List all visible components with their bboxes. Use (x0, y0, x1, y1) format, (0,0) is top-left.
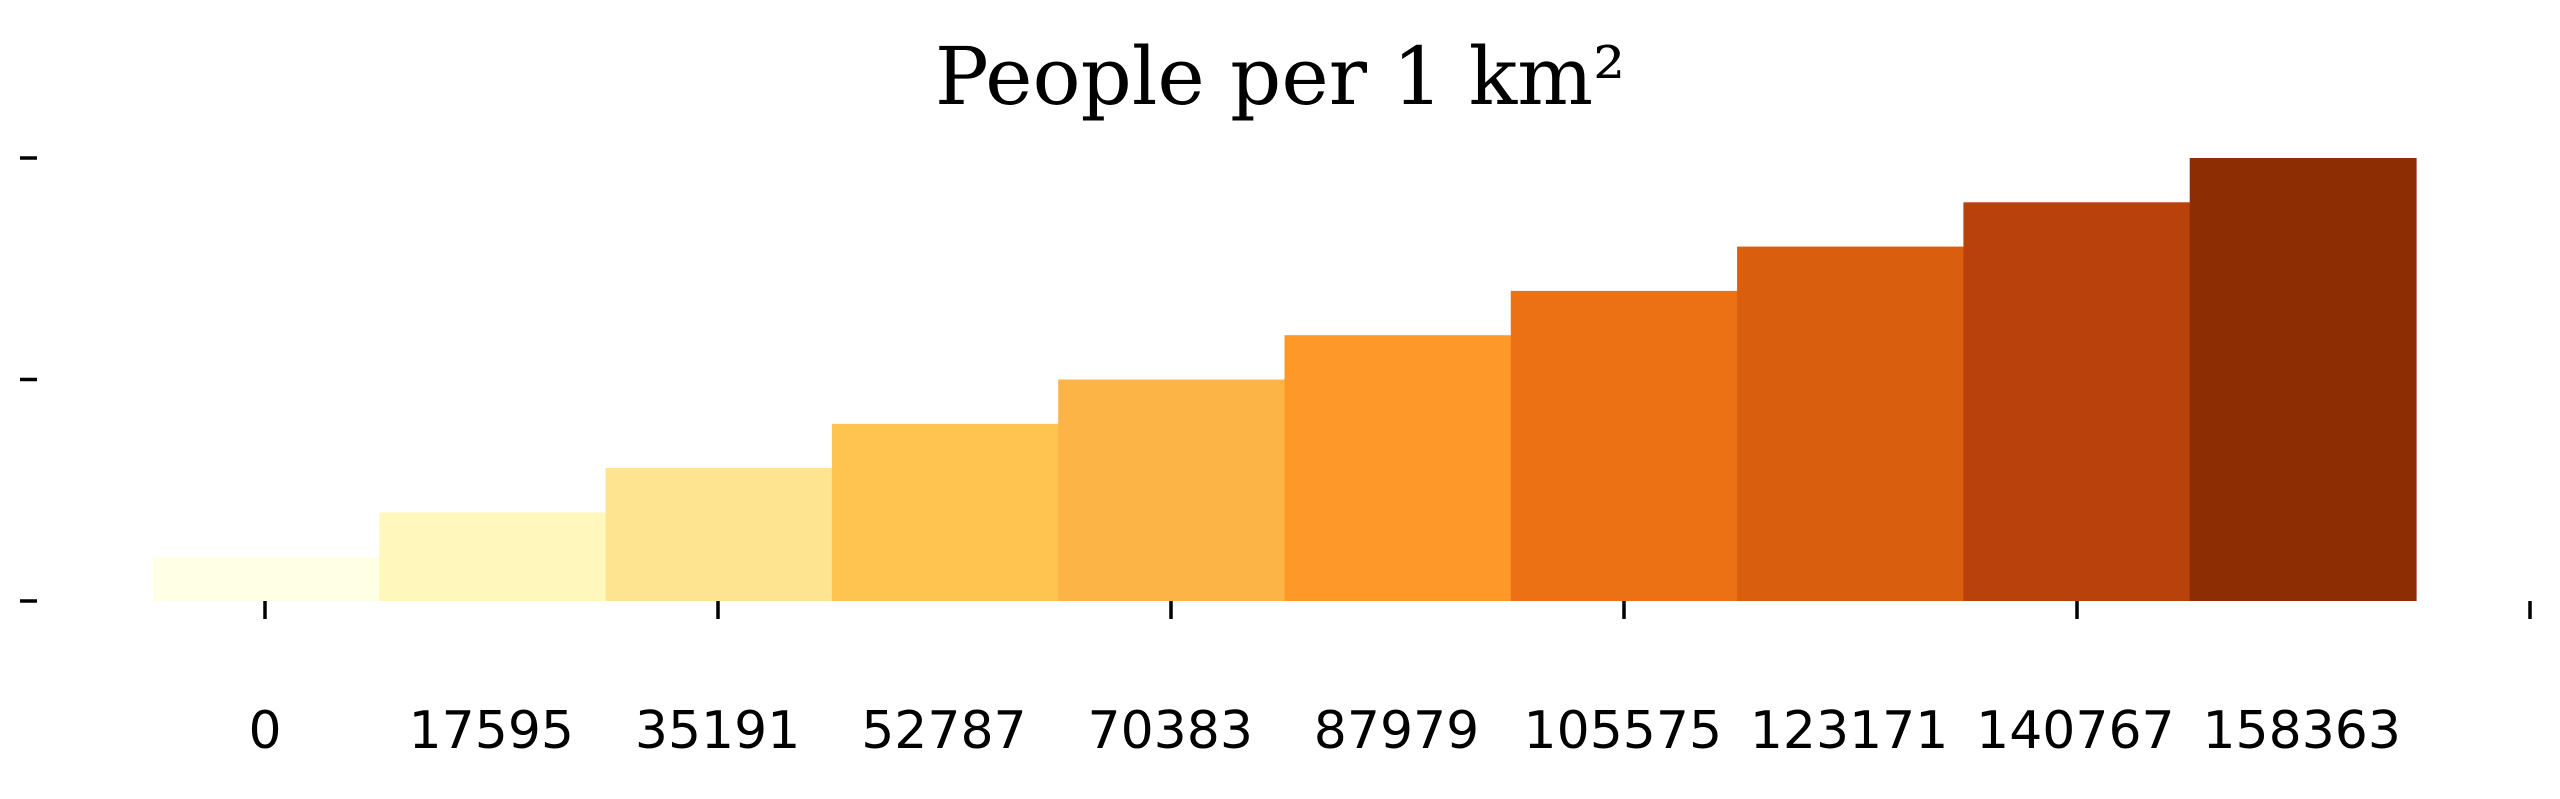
bar-8 (1963, 202, 2191, 602)
x-tick-labels: 0 17595 35191 52787 70383 87979 105575 123171 14… (248, 701, 2401, 761)
bar-3 (831, 423, 1059, 601)
x-tick-label-5: 87979 (1314, 701, 1479, 761)
x-tick-label-1: 17595 (409, 701, 574, 761)
x-tick-label-7: 123171 (1750, 701, 1949, 761)
bar-5 (1284, 335, 1512, 601)
bar-0 (153, 556, 380, 601)
x-tick-label-8: 140767 (1976, 701, 2175, 761)
x-tick-label-3: 52787 (861, 701, 1026, 761)
bar-7 (1737, 246, 1964, 601)
x-tick-label-0: 0 (248, 701, 281, 761)
bar-9 (2189, 158, 2417, 601)
x-axis-ticks (263, 601, 2532, 619)
x-tick-label-6: 105575 (1524, 701, 1723, 761)
bar-2 (605, 468, 833, 601)
x-tick-label-4: 70383 (1087, 701, 1252, 761)
bar-1 (379, 512, 607, 601)
bar-series (153, 158, 2417, 602)
chart-title: People per 1 km² (935, 30, 1625, 123)
bar-4 (1058, 379, 1286, 601)
x-tick-label-2: 35191 (635, 701, 800, 761)
x-tick-label-9: 158363 (2202, 701, 2401, 761)
bar-6 (1510, 290, 1738, 601)
y-axis-ticks (20, 156, 37, 603)
